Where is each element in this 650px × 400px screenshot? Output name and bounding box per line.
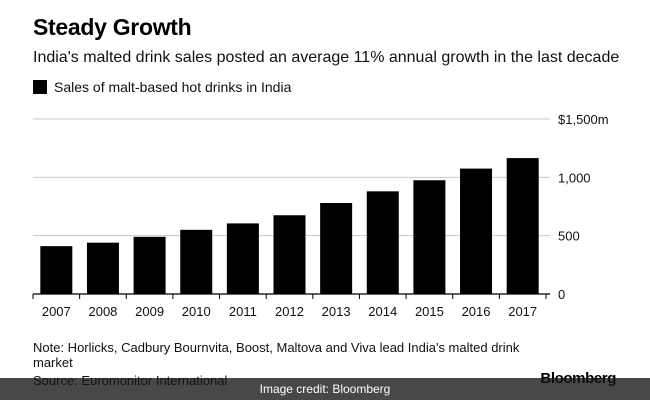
bars <box>40 158 539 294</box>
y-tick-label: $1,500m <box>558 112 609 127</box>
bar <box>180 229 213 294</box>
bar <box>506 158 539 294</box>
x-tick-label: 2017 <box>508 304 537 319</box>
x-tick-label: 2013 <box>322 304 351 319</box>
bar <box>366 191 399 294</box>
bar <box>86 242 119 294</box>
x-tick-label: 2014 <box>368 304 397 319</box>
x-tick-label: 2009 <box>135 304 164 319</box>
y-tick-label: 1,000 <box>558 170 591 185</box>
x-tick-label: 2010 <box>182 304 211 319</box>
legend: Sales of malt-based hot drinks in India <box>33 79 291 95</box>
legend-label: Sales of malt-based hot drinks in India <box>54 79 292 95</box>
x-tick-label: 2011 <box>229 304 257 319</box>
x-tick-label: 2015 <box>415 304 444 319</box>
x-tick-label: 2016 <box>462 304 491 319</box>
bar <box>413 180 446 294</box>
bar <box>460 168 493 294</box>
y-tick-label: 0 <box>558 287 565 302</box>
y-tick-label: 500 <box>558 229 580 244</box>
bar <box>40 246 73 294</box>
y-axis-ticks: 0 500 1,000 $1,500m <box>558 112 609 302</box>
chart-subtitle: India's malted drink sales posted an ave… <box>33 49 620 66</box>
legend-swatch <box>33 80 47 94</box>
x-tick-label: 2007 <box>42 304 71 319</box>
bar <box>226 223 259 294</box>
chart-title: Steady Growth <box>33 14 192 40</box>
x-tick-label: 2008 <box>88 304 117 319</box>
image-credit-bar: Image credit: Bloomberg <box>0 378 650 400</box>
x-tick-label: 2012 <box>275 304 304 319</box>
x-axis-ticks: 2007 2008 2009 2010 2011 2012 2013 2014 2015 2016… <box>32 294 547 319</box>
bar <box>273 215 306 294</box>
image-credit: Image credit: Bloomberg <box>259 382 391 396</box>
bar <box>133 236 166 294</box>
chart-note: Note: Horlicks, Cadbury Bournvita, Boost… <box>33 340 520 370</box>
bar <box>320 203 353 294</box>
